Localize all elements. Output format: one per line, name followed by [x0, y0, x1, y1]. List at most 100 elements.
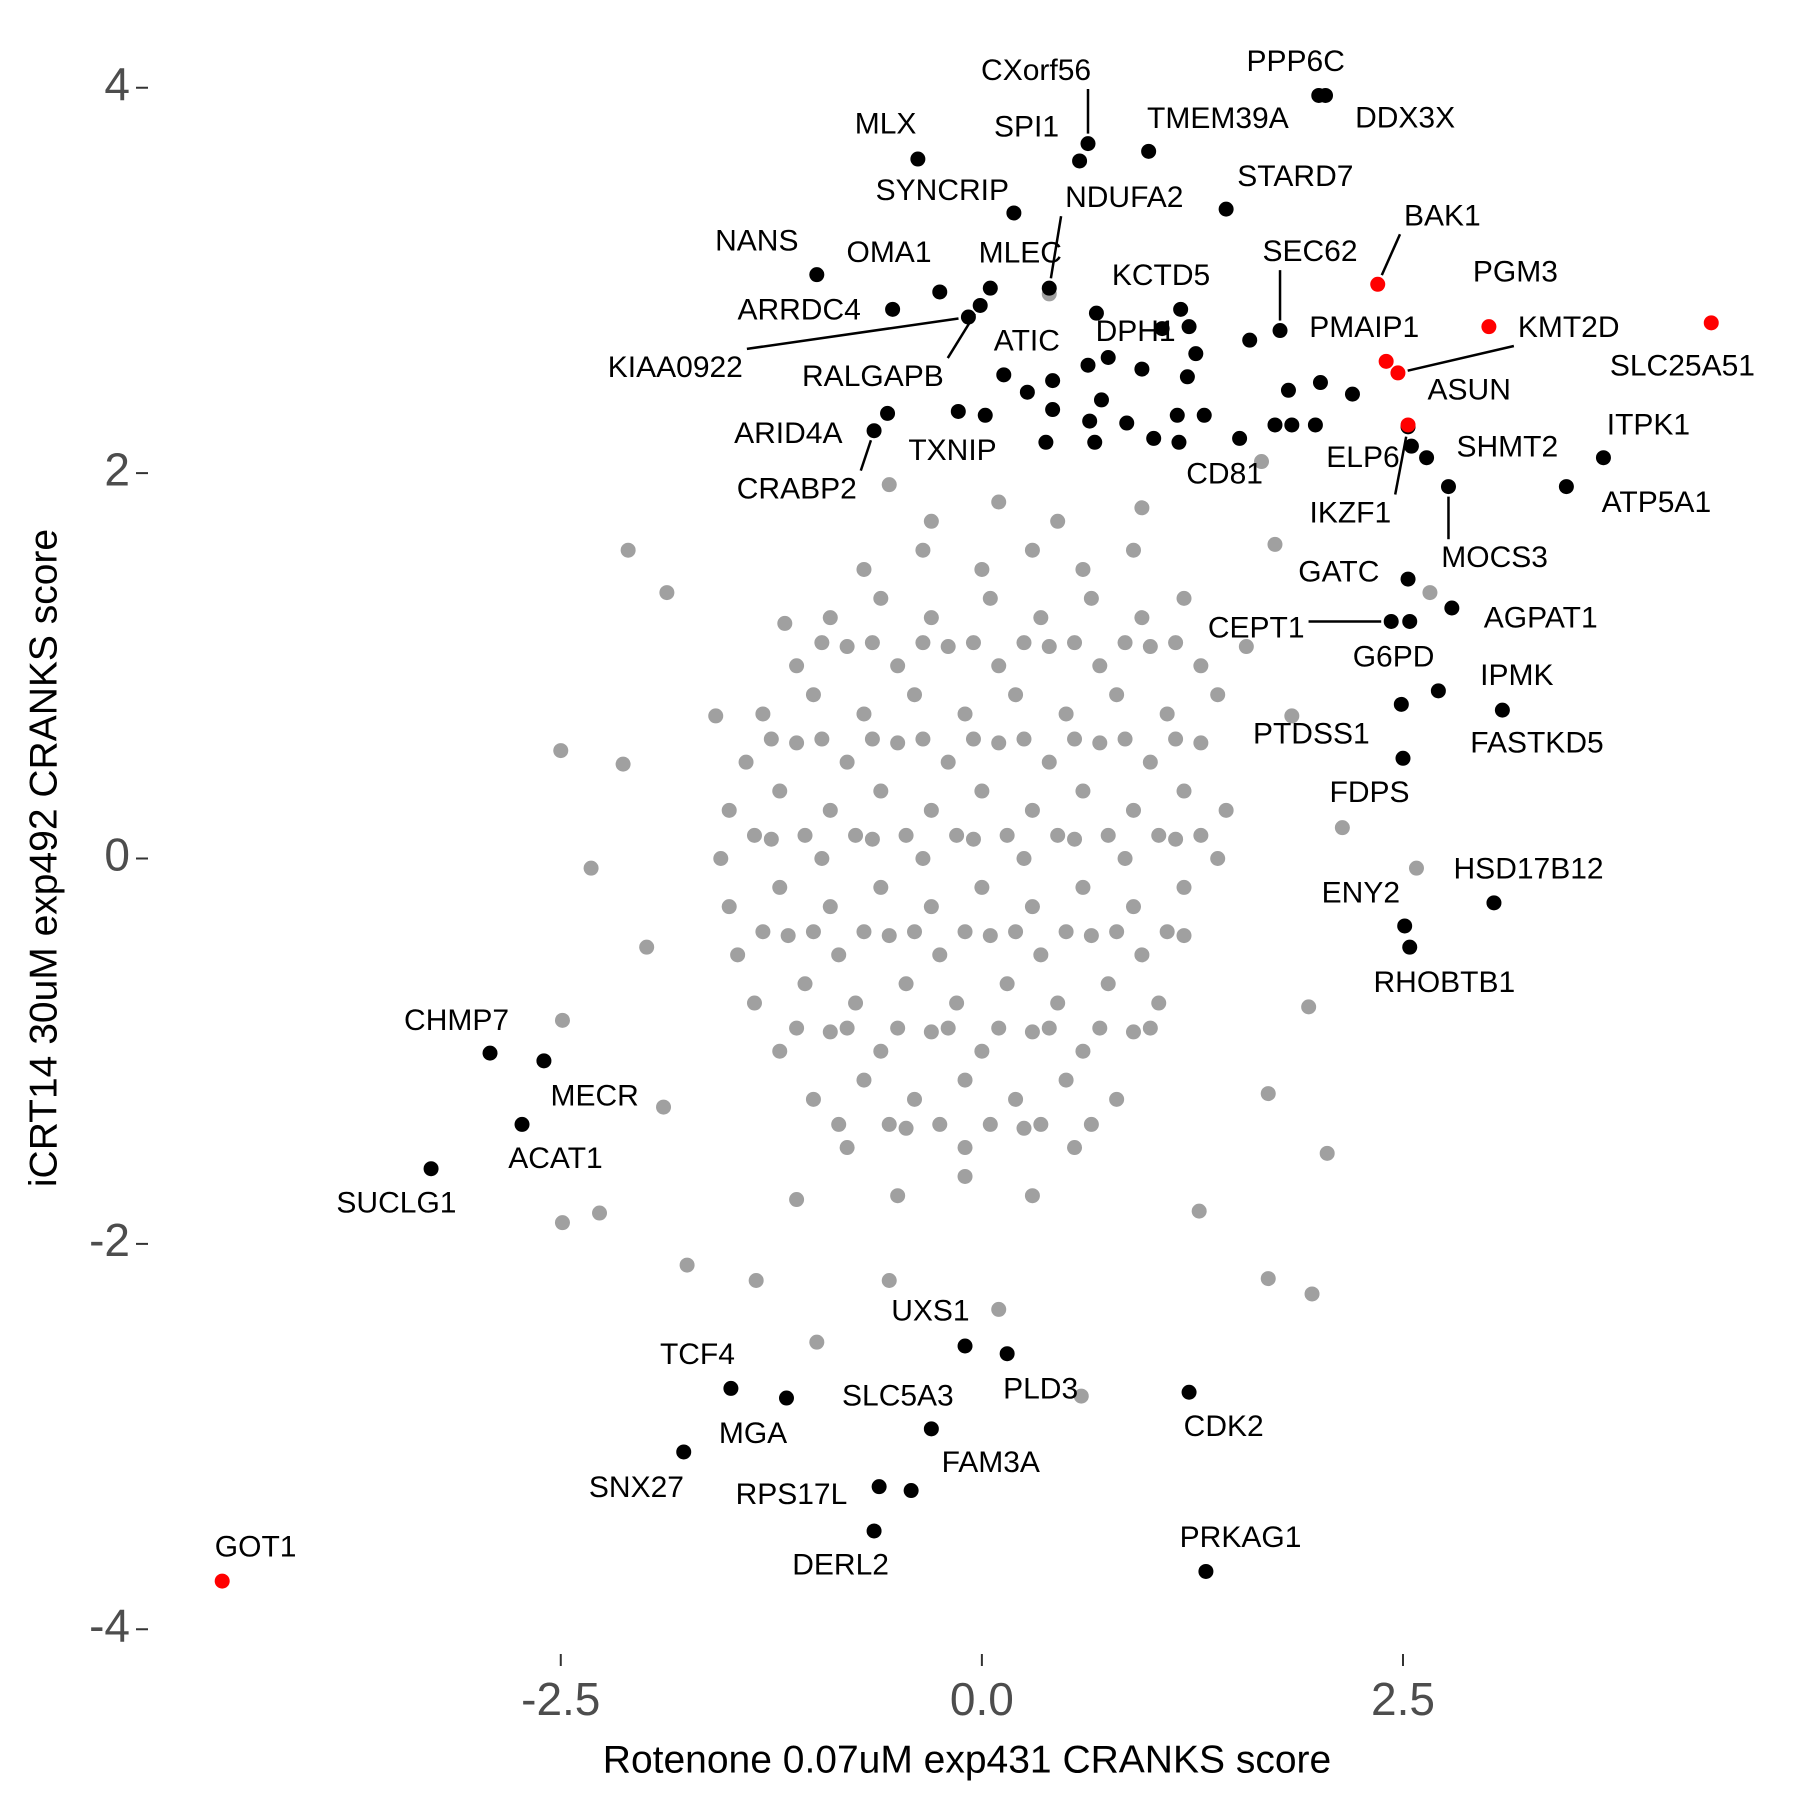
point [1397, 918, 1413, 934]
point-label: ITPK1 [1607, 408, 1690, 441]
point-label: MOCS3 [1441, 541, 1548, 574]
point-label: STARD7 [1237, 160, 1353, 193]
point [999, 1346, 1015, 1362]
point [536, 1053, 552, 1069]
point [1440, 479, 1456, 495]
point [898, 1120, 914, 1136]
point [789, 658, 805, 674]
point-label: PPP6C [1247, 45, 1345, 78]
point [822, 802, 838, 818]
point [1171, 434, 1187, 450]
point [1238, 639, 1254, 655]
point [763, 731, 779, 747]
point [615, 756, 631, 772]
point [972, 297, 988, 313]
point [772, 783, 788, 799]
point [1181, 319, 1197, 335]
point [1083, 928, 1099, 944]
point [1080, 357, 1096, 373]
point-label: KIAA0922 [608, 351, 743, 384]
point [907, 924, 923, 940]
leader-line [1380, 233, 1402, 276]
point [1344, 386, 1360, 402]
point-label: ELP6 [1326, 441, 1399, 474]
point [1024, 1024, 1040, 1040]
point [1045, 373, 1061, 389]
point-label: CDK2 [1184, 1410, 1264, 1443]
point [1045, 402, 1061, 418]
point [583, 860, 599, 876]
point-label: G6PD [1353, 640, 1435, 673]
point [1267, 536, 1283, 552]
y-axis-title: iCRT14 30uM exp492 CRANKS score [22, 529, 65, 1187]
point-label: RALGAPB [802, 360, 944, 393]
point [991, 658, 1007, 674]
point [809, 1334, 825, 1350]
point [772, 879, 788, 895]
point [1403, 438, 1419, 454]
point-label: AGPAT1 [1484, 601, 1598, 634]
point [1092, 735, 1108, 751]
point [873, 1043, 889, 1059]
point [898, 827, 914, 843]
point [957, 1168, 973, 1184]
point [1100, 350, 1116, 366]
point [1008, 1091, 1024, 1107]
point [1191, 1203, 1207, 1219]
point [1134, 610, 1150, 626]
point [1050, 513, 1066, 529]
point [1058, 924, 1074, 940]
point [1041, 280, 1057, 296]
point [965, 831, 981, 847]
point [1067, 731, 1083, 747]
point [996, 367, 1012, 383]
point-label: PRKAG1 [1180, 1521, 1302, 1554]
point [991, 735, 1007, 751]
point [1073, 1388, 1089, 1404]
point-label: DDX3X [1355, 102, 1455, 135]
point [1193, 735, 1209, 751]
point [1169, 407, 1185, 423]
point [1151, 827, 1167, 843]
point [1301, 999, 1317, 1015]
point [1188, 346, 1204, 362]
point [1378, 353, 1394, 369]
point [1242, 332, 1258, 348]
point-label: CEPT1 [1208, 611, 1305, 644]
point [923, 899, 939, 915]
point [1159, 924, 1175, 940]
point [1125, 542, 1141, 558]
point [873, 590, 889, 606]
point-label: NANS [715, 224, 798, 257]
point-label: CD81 [1186, 457, 1263, 490]
point-label: ARID4A [734, 417, 842, 450]
point [1093, 392, 1109, 408]
point [1481, 319, 1497, 335]
y-tick-label: 0 [104, 829, 130, 881]
point [1109, 687, 1125, 703]
point [982, 280, 998, 296]
point [866, 1523, 882, 1539]
point [1075, 1043, 1091, 1059]
leader-line [746, 317, 959, 351]
point-label: FASTKD5 [1470, 727, 1603, 760]
point [940, 1020, 956, 1036]
point-label: BAK1 [1404, 199, 1481, 232]
point [1072, 153, 1088, 169]
point [659, 585, 675, 601]
point [1218, 802, 1234, 818]
point [755, 706, 771, 722]
point [1008, 687, 1024, 703]
point-label: ATIC [994, 324, 1060, 357]
point [708, 708, 724, 724]
point [1016, 731, 1032, 747]
point [789, 1020, 805, 1036]
point [814, 851, 830, 866]
point [923, 1024, 939, 1040]
point [723, 1380, 739, 1396]
point [881, 477, 897, 493]
point [1109, 1091, 1125, 1107]
point [1016, 851, 1032, 866]
point [1087, 434, 1103, 450]
point-label: SPI1 [994, 111, 1059, 144]
